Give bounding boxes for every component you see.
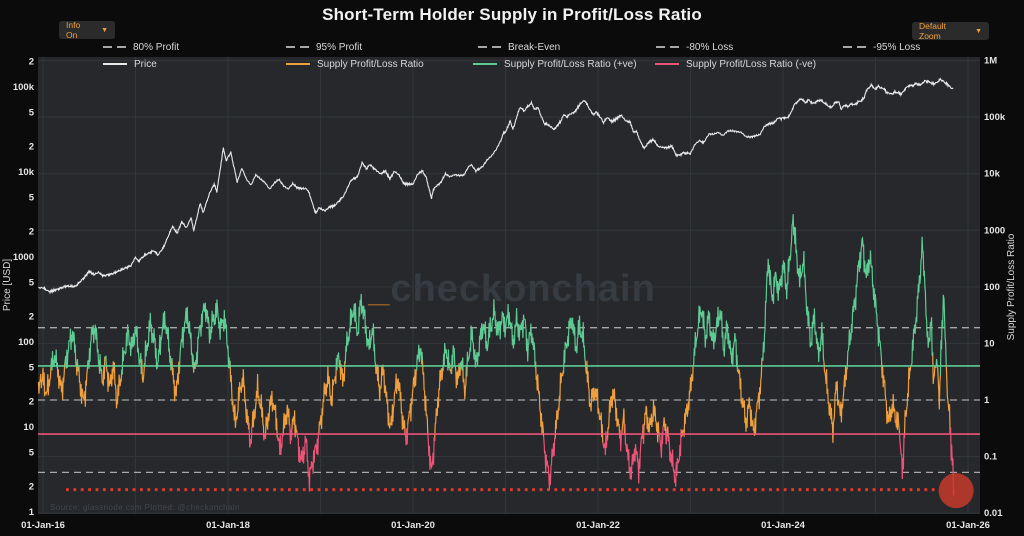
legend-item-80-loss[interactable]: -80% Loss xyxy=(656,41,733,53)
line-swatch xyxy=(103,63,127,65)
legend-item-supply-ratio-negative[interactable]: Supply Profit/Loss Ratio (-ve) xyxy=(655,58,816,70)
y-left-tick-label: 5 xyxy=(29,193,35,204)
y-left-tick-label: 5 xyxy=(29,108,35,119)
page-title: Short-Term Holder Supply in Profit/Loss … xyxy=(322,5,702,24)
latest-value-marker xyxy=(938,473,974,509)
legend-label: Break-Even xyxy=(508,41,561,53)
y-right-tick-label: 100k xyxy=(984,112,1006,123)
legend-label: 95% Profit xyxy=(316,41,363,53)
y-left-tick-label: 1000 xyxy=(13,252,34,263)
legend-label: Supply Profit/Loss Ratio (-ve) xyxy=(686,58,817,70)
line-swatch xyxy=(655,63,679,65)
y-left-tick-label: 100k xyxy=(13,82,35,93)
y-left-tick-label: 10k xyxy=(18,167,35,178)
legend-item-95-loss[interactable]: -95% Loss xyxy=(843,41,920,53)
y-right-tick-label: 10k xyxy=(984,169,1001,180)
y-left-tick-label: 2 xyxy=(29,311,34,322)
y-left-tick-label: 2 xyxy=(29,226,34,237)
watermark: _checkonchain xyxy=(367,268,656,310)
legend-label: -95% Loss xyxy=(873,41,921,53)
y-left-axis-title: Price [USD] xyxy=(2,259,13,311)
y-right-tick-label: 100 xyxy=(984,282,1000,293)
legend-item-80-profit[interactable]: 80% Profit xyxy=(103,41,179,53)
y-right-axis-title: Supply Profit/Loss Ratio xyxy=(1006,233,1017,340)
dashed-line-swatch xyxy=(286,46,309,48)
line-swatch xyxy=(286,63,310,65)
legend-label: 80% Profit xyxy=(133,41,180,53)
info-toggle-button[interactable]: Info On ▼ xyxy=(59,20,115,40)
y-left-tick-label: 2 xyxy=(29,141,34,152)
info-toggle-label: Info On xyxy=(66,20,81,40)
dashed-line-swatch xyxy=(103,46,126,48)
y-left-tick-label: 2 xyxy=(29,396,34,407)
dashed-line-swatch xyxy=(478,46,501,48)
legend-label: Supply Profit/Loss Ratio xyxy=(317,58,424,70)
legend-item-supply-ratio-positive[interactable]: Supply Profit/Loss Ratio (+ve) xyxy=(473,58,637,70)
x-tick-label: 01-Jan-18 xyxy=(206,520,250,531)
series-supply-ratio-positive xyxy=(50,214,947,377)
legend-label: -80% Loss xyxy=(686,41,734,53)
x-tick-label: 01-Jan-24 xyxy=(761,520,806,531)
y-left-tick-label: 1 xyxy=(29,507,35,518)
x-tick-label: 01-Jan-26 xyxy=(946,520,990,531)
y-right-tick-label: 10 xyxy=(984,338,995,349)
chevron-down-icon: ▼ xyxy=(101,26,108,34)
y-right-tick-label: 1M xyxy=(984,56,997,67)
chevron-down-icon: ▼ xyxy=(975,27,982,35)
y-right-tick-label: 1000 xyxy=(984,225,1005,236)
legend-label: Price xyxy=(134,58,157,70)
x-tick-label: 01-Jan-16 xyxy=(21,520,65,531)
y-left-tick-label: 2 xyxy=(29,56,34,67)
series-price xyxy=(38,77,954,295)
y-left-tick-label: 100 xyxy=(18,337,34,348)
legend-item-break-even[interactable]: Break-Even xyxy=(478,41,560,53)
legend-item-supply-ratio[interactable]: Supply Profit/Loss Ratio xyxy=(286,58,424,70)
line-swatch xyxy=(473,63,497,65)
y-right-tick-label: 1 xyxy=(984,395,990,406)
dashed-line-swatch xyxy=(843,46,866,48)
plot-area[interactable] xyxy=(38,57,980,514)
y-left-tick-label: 5 xyxy=(29,448,35,459)
y-left-tick-label: 5 xyxy=(29,278,35,289)
y-left-tick-label: 5 xyxy=(29,363,35,374)
source-footnote: Source: glassnode.com Plotted: @checkonc… xyxy=(50,503,240,512)
zoom-preset-button[interactable]: Default Zoom ▼ xyxy=(912,21,989,41)
x-tick-label: 01-Jan-22 xyxy=(576,520,620,531)
legend-item-95-profit[interactable]: 95% Profit xyxy=(286,41,362,53)
y-left-tick-label: 10 xyxy=(23,422,34,433)
y-right-tick-label: 0.1 xyxy=(984,452,998,463)
y-right-tick-label: 0.01 xyxy=(984,508,1003,519)
legend-item-price[interactable]: Price xyxy=(103,58,157,70)
y-left-tick-label: 2 xyxy=(29,481,34,492)
zoom-preset-label: Default Zoom xyxy=(919,21,946,41)
x-tick-label: 01-Jan-20 xyxy=(391,520,435,531)
dashed-line-swatch xyxy=(656,46,679,48)
legend-label: Supply Profit/Loss Ratio (+ve) xyxy=(504,58,637,70)
